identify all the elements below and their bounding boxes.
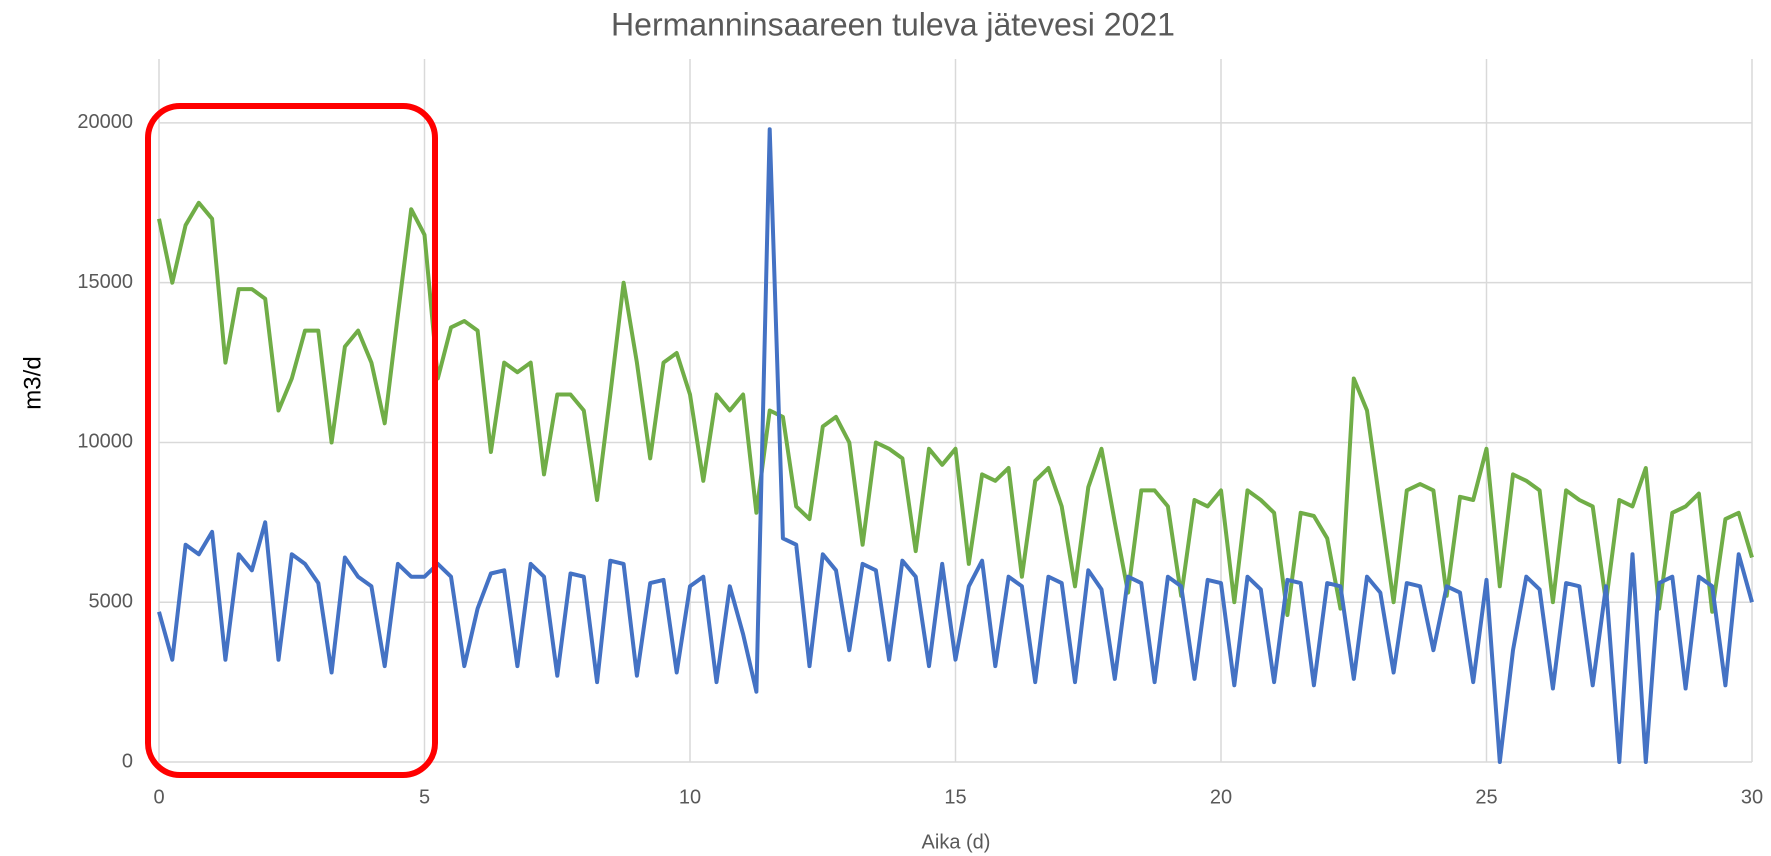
y-tick-label: 15000	[77, 271, 133, 293]
x-tick-label: 10	[679, 786, 701, 808]
y-tick-label: 20000	[77, 111, 133, 133]
y-tick-label: 5000	[89, 591, 134, 613]
y-tick-label: 0	[122, 750, 133, 772]
series-line	[157, 127, 1754, 764]
x-axis-label: Aika (d)	[922, 831, 991, 853]
x-tick-label: 20	[1210, 786, 1232, 808]
y-tick-label: 10000	[77, 431, 133, 453]
x-tick-label: 5	[419, 786, 430, 808]
x-tick-label: 0	[153, 786, 164, 808]
highlight-box	[145, 103, 438, 778]
x-tick-label: 25	[1475, 786, 1497, 808]
chart-title: Hermanninsaareen tuleva jätevesi 2021	[611, 6, 1175, 42]
y-axis-label: m3/d	[19, 356, 46, 409]
series-line	[157, 200, 1754, 617]
x-tick-label: 30	[1741, 786, 1763, 808]
x-tick-label: 15	[944, 786, 966, 808]
grid	[158, 59, 1753, 763]
lines	[157, 127, 1754, 764]
